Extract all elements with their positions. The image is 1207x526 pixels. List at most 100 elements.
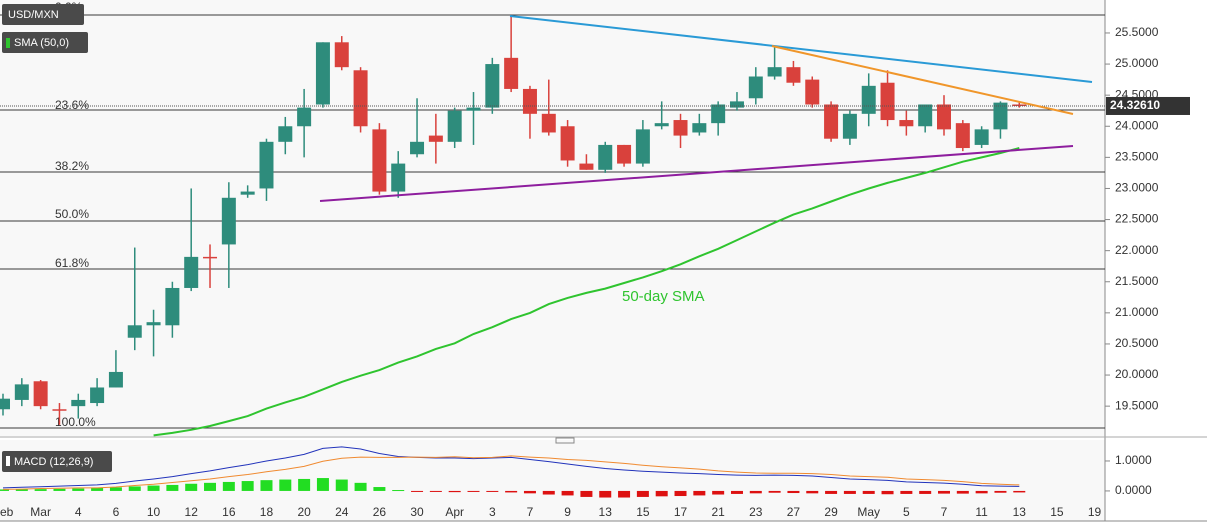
histogram-bar	[825, 490, 838, 494]
candle-body	[504, 57, 519, 89]
candle-body	[767, 67, 782, 77]
histogram-bar	[806, 490, 819, 494]
trend-line	[319, 145, 1074, 202]
histogram-bar	[185, 483, 198, 491]
histogram-bar	[505, 490, 518, 493]
x-tick-label: 16	[222, 505, 236, 519]
legend-label: SMA (50,0)	[14, 37, 69, 49]
histogram-bar	[843, 490, 856, 494]
histogram-bar	[204, 482, 217, 491]
candle-body	[108, 371, 123, 388]
histogram-bar	[523, 490, 536, 494]
candle-body	[955, 123, 970, 149]
candle-body	[33, 381, 48, 407]
candle-body	[485, 64, 500, 108]
y-tick-label: 20.0000	[1115, 367, 1159, 381]
candle-body	[146, 322, 161, 326]
candle-body	[974, 129, 989, 145]
x-tick-label: 15	[636, 505, 650, 519]
candle-body	[673, 120, 688, 136]
candle-body	[203, 256, 218, 259]
sma-annotation: 50-day SMA	[622, 288, 705, 305]
candle-body	[805, 79, 820, 105]
macd-plot-bg	[0, 440, 1105, 521]
x-tick-label: 7	[941, 505, 948, 519]
histogram-bar	[881, 490, 894, 495]
x-tick-label: Apr	[445, 505, 464, 519]
candle-body	[372, 129, 387, 192]
trend-line	[509, 15, 1093, 83]
last-price-label: 24.32610	[1110, 98, 1160, 112]
y-tick-label: 22.5000	[1115, 212, 1159, 226]
histogram-bar	[956, 490, 969, 494]
fib-label: 38.2%	[55, 159, 89, 173]
legend-label: MACD (12,26,9)	[14, 456, 93, 468]
candle-body	[560, 126, 575, 161]
histogram-bar	[561, 490, 574, 496]
y-tick-label: 24.0000	[1115, 118, 1159, 132]
histogram-bar	[392, 490, 405, 492]
candle-body	[278, 126, 293, 142]
candle-body	[786, 67, 801, 83]
candle-body	[824, 104, 839, 139]
candle-body	[297, 107, 312, 127]
histogram-bar	[354, 482, 367, 491]
x-tick-label: 19	[1088, 505, 1102, 519]
histogram-bar	[862, 490, 875, 494]
candle-body	[692, 123, 707, 133]
histogram-bar	[1013, 490, 1026, 493]
candle-body	[899, 120, 914, 127]
x-tick-label: 6	[113, 505, 120, 519]
candle-body	[1012, 104, 1027, 106]
histogram-bar	[674, 490, 687, 497]
x-tick-label: 10	[147, 505, 161, 519]
legend-box	[2, 4, 84, 25]
x-tick-label: 3	[489, 505, 496, 519]
candle-body	[410, 141, 425, 155]
histogram-bar	[636, 490, 649, 497]
y-tick-label: 23.5000	[1115, 150, 1159, 164]
x-tick-label: 4	[75, 505, 82, 519]
x-tick-label: 11	[975, 505, 988, 519]
x-tick-label: 24	[335, 505, 349, 519]
x-tick-label: 5	[903, 505, 910, 519]
histogram-bar	[994, 490, 1007, 493]
candle-body	[221, 197, 236, 245]
y-tick-label: 0.0000	[1115, 483, 1152, 497]
histogram-bar	[411, 490, 424, 492]
histogram-bar	[53, 488, 66, 491]
candle-body	[522, 88, 537, 114]
macd-line	[2, 455, 1020, 490]
candle-body	[598, 144, 613, 170]
candle-body	[748, 76, 763, 99]
x-tick-label: 29	[824, 505, 838, 519]
x-tick-label: 20	[297, 505, 311, 519]
histogram-bar	[166, 484, 179, 491]
candle-body	[711, 104, 726, 124]
sma-line	[153, 147, 1020, 437]
x-tick-label: 13	[1013, 505, 1027, 519]
candle-body	[918, 104, 933, 127]
candle-body	[315, 42, 330, 105]
histogram-bar	[655, 490, 668, 497]
legend-box	[2, 451, 112, 472]
histogram-bar	[599, 490, 612, 498]
candle-body	[541, 113, 556, 133]
x-tick-label: Mar	[30, 505, 51, 519]
plot-area	[0, 15, 1105, 498]
x-tick-label: 15	[1050, 505, 1064, 519]
candle-body	[617, 144, 632, 164]
y-tick-label: 19.5000	[1115, 398, 1159, 412]
histogram-bar	[448, 490, 461, 493]
legend-swatch	[6, 38, 10, 48]
x-tick-label: 26	[373, 505, 387, 519]
histogram-bar	[730, 490, 743, 494]
x-tick-label: 21	[711, 505, 725, 519]
histogram-bar	[938, 490, 950, 494]
x-tick-label: 9	[564, 505, 571, 519]
legend-box	[2, 32, 88, 53]
fib-label: 61.8%	[55, 256, 89, 270]
histogram-bar	[279, 479, 292, 491]
candle-body	[52, 409, 67, 411]
candle-body	[466, 107, 481, 111]
